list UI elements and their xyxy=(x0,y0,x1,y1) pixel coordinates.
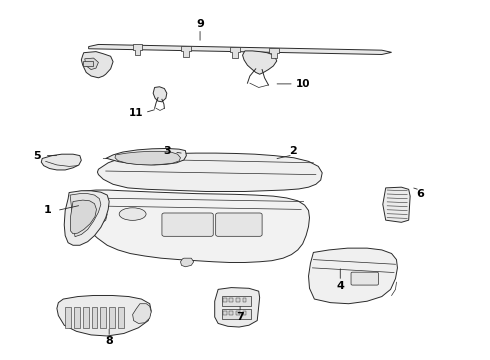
Text: 3: 3 xyxy=(163,146,171,156)
Text: 5: 5 xyxy=(33,150,41,161)
Polygon shape xyxy=(64,191,109,245)
Polygon shape xyxy=(309,248,397,304)
Bar xyxy=(229,311,233,315)
Polygon shape xyxy=(57,296,151,336)
Polygon shape xyxy=(133,44,143,55)
Polygon shape xyxy=(85,211,107,226)
Bar xyxy=(100,307,106,328)
Bar xyxy=(223,311,227,315)
Text: 1: 1 xyxy=(43,206,51,216)
Bar xyxy=(65,307,71,328)
Polygon shape xyxy=(79,190,310,262)
Bar xyxy=(92,307,98,328)
Bar xyxy=(221,296,251,306)
Bar xyxy=(243,311,246,315)
Polygon shape xyxy=(83,61,93,66)
Text: 7: 7 xyxy=(236,312,244,322)
Bar xyxy=(109,307,115,328)
Polygon shape xyxy=(215,288,260,327)
Polygon shape xyxy=(180,258,194,267)
Polygon shape xyxy=(85,58,98,69)
Text: 11: 11 xyxy=(129,108,144,118)
Bar xyxy=(236,311,240,315)
Ellipse shape xyxy=(119,208,146,220)
Polygon shape xyxy=(270,48,279,58)
Polygon shape xyxy=(383,187,410,222)
Polygon shape xyxy=(41,154,81,170)
Polygon shape xyxy=(243,51,277,74)
Bar xyxy=(83,307,89,328)
Polygon shape xyxy=(70,194,101,237)
Polygon shape xyxy=(81,51,113,78)
Polygon shape xyxy=(71,200,97,234)
FancyBboxPatch shape xyxy=(216,213,262,236)
Polygon shape xyxy=(106,148,186,165)
Text: 9: 9 xyxy=(196,19,204,29)
Bar xyxy=(223,298,227,302)
Text: 6: 6 xyxy=(416,189,424,199)
Polygon shape xyxy=(153,87,167,102)
Bar xyxy=(221,309,251,319)
Polygon shape xyxy=(230,47,240,58)
Text: 4: 4 xyxy=(336,281,344,291)
Bar xyxy=(236,298,240,302)
Polygon shape xyxy=(181,46,191,57)
FancyBboxPatch shape xyxy=(351,272,378,285)
Polygon shape xyxy=(133,304,151,323)
Text: 8: 8 xyxy=(105,336,113,346)
Bar xyxy=(243,298,246,302)
Text: 10: 10 xyxy=(295,79,310,89)
Bar xyxy=(74,307,80,328)
Polygon shape xyxy=(115,151,180,165)
FancyBboxPatch shape xyxy=(162,213,213,236)
Bar xyxy=(118,307,124,328)
Bar xyxy=(229,298,233,302)
Polygon shape xyxy=(89,44,392,54)
Text: 2: 2 xyxy=(289,145,297,156)
Polygon shape xyxy=(98,153,322,192)
